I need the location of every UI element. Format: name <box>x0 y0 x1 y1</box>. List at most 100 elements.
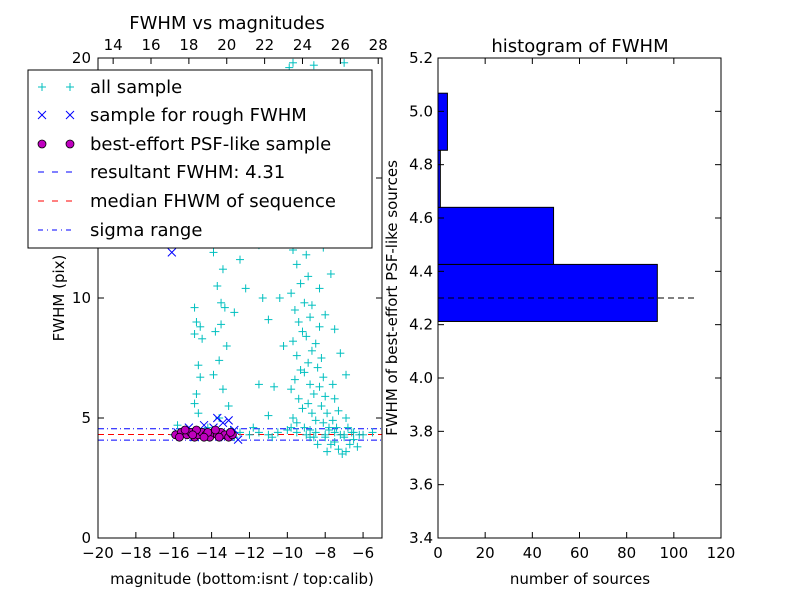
all-sample-point <box>215 414 224 422</box>
histogram-y-label: FWHM of best-effort PSF-like sources <box>383 160 401 436</box>
x-tick-label: −12 <box>234 544 266 562</box>
top-tick-label: 28 <box>369 36 388 54</box>
legend-marker-x <box>37 110 75 120</box>
all-sample-point <box>217 298 226 307</box>
psf-like-point <box>175 432 184 442</box>
y-tick-label: 3.6 <box>409 476 433 494</box>
x-tick-label: 80 <box>617 544 636 562</box>
histogram-bar <box>437 92 448 151</box>
x-tick-label: −18 <box>120 544 152 562</box>
all-sample-point <box>340 430 349 439</box>
scatter-bottom-ticks: −20 −18 −16 −14 −12 −10 −8 −6 <box>82 532 374 562</box>
all-sample-point <box>309 390 318 398</box>
all-sample-point <box>334 406 343 415</box>
all-sample-point <box>273 428 282 437</box>
all-sample-point <box>311 339 320 348</box>
legend-label: all sample <box>90 77 182 98</box>
psf-like-point <box>226 427 235 437</box>
top-tick-label: 18 <box>179 36 198 54</box>
all-sample-point <box>300 423 309 432</box>
x-tick-label: −14 <box>196 544 228 562</box>
all-sample-point <box>292 428 301 437</box>
psf-like-point <box>199 432 209 442</box>
all-sample-point <box>313 440 322 449</box>
scatter-plot-frame <box>97 57 383 539</box>
histogram-bars <box>437 92 658 322</box>
top-tick-label: 24 <box>293 36 312 54</box>
legend-label: sample for rough FWHM <box>90 105 307 126</box>
all-sample-point <box>218 265 227 274</box>
x-tick-label: 60 <box>570 544 589 562</box>
all-sample-point <box>319 418 328 427</box>
all-sample-point <box>292 260 301 269</box>
legend-label: median FHWM of sequence <box>90 191 336 212</box>
scatter-title: FWHM vs magnitudes <box>129 13 324 34</box>
all-sample-point <box>222 342 231 350</box>
all-sample-point <box>332 423 341 432</box>
all-sample-point <box>209 370 218 379</box>
all-sample-point <box>307 346 316 355</box>
all-sample-point <box>290 375 299 384</box>
all-sample-point <box>313 363 322 372</box>
top-tick-label: 16 <box>141 36 160 54</box>
y-tick-label: 0 <box>81 529 91 547</box>
all-sample-point <box>336 349 345 358</box>
x-tick-label: 100 <box>660 544 689 562</box>
legend-entry-all-sample: all sample <box>38 77 182 98</box>
all-sample-point <box>289 337 298 346</box>
all-sample-point <box>190 399 199 408</box>
all-sample-point <box>345 440 354 449</box>
all-sample-point <box>287 423 296 432</box>
legend-label: resultant FWHM: 4.31 <box>90 162 285 183</box>
all-sample-point <box>196 373 205 382</box>
all-sample-point <box>289 58 298 67</box>
all-sample-point <box>192 318 201 326</box>
rough-fwhm-point <box>212 413 222 423</box>
histogram-x-ticks: 0 20 40 60 80 100 120 <box>433 58 735 562</box>
all-sample-point <box>209 248 218 257</box>
all-sample-point <box>270 382 279 391</box>
rough-fwhm-point <box>199 420 209 430</box>
histogram-panel: histogram of FWHM number of sources FWHM… <box>383 36 735 588</box>
all-sample-point <box>307 409 316 418</box>
all-sample-point <box>298 327 307 336</box>
all-sample-point <box>264 315 273 324</box>
legend-marker-plus <box>38 83 74 91</box>
all-sample-point <box>264 411 273 420</box>
all-sample-point <box>306 313 315 322</box>
legend: all sample sample for rough FWHM best-ef… <box>27 69 373 249</box>
all-sample-point <box>302 332 311 341</box>
top-tick-label: 14 <box>104 36 123 54</box>
all-sample-point <box>302 250 311 259</box>
all-sample-point <box>342 447 351 456</box>
all-sample-point <box>224 402 233 410</box>
histogram-x-label: number of sources <box>510 570 650 588</box>
all-sample-point <box>300 368 309 377</box>
scatter-top-ticks: 14 16 18 20 22 24 26 28 <box>104 36 388 64</box>
y-tick-label: 4.8 <box>409 156 433 174</box>
all-sample-point <box>342 370 351 379</box>
all-sample-point <box>220 303 229 312</box>
histogram-title: histogram of FWHM <box>491 36 668 57</box>
all-sample-point <box>334 445 343 454</box>
all-sample-point <box>241 284 250 293</box>
all-sample-point <box>328 416 337 425</box>
x-tick-label: −16 <box>158 544 190 562</box>
all-sample-point <box>258 294 267 302</box>
all-sample-point <box>289 414 298 422</box>
all-sample-point <box>321 310 330 319</box>
all-sample-point <box>309 61 318 70</box>
psf-like-point <box>214 432 224 442</box>
all-sample-point <box>290 306 299 314</box>
all-sample-point <box>217 320 226 329</box>
all-sample-point <box>218 385 227 394</box>
y-tick-label: 5.2 <box>409 49 433 67</box>
all-sample-point <box>192 390 201 398</box>
all-sample-point <box>194 409 203 418</box>
legend-marker-circle <box>37 139 47 149</box>
y-tick-label: 4.4 <box>409 262 433 280</box>
psf-like-point <box>188 430 198 440</box>
all-sample-point <box>304 358 313 367</box>
all-sample-point <box>287 289 296 298</box>
